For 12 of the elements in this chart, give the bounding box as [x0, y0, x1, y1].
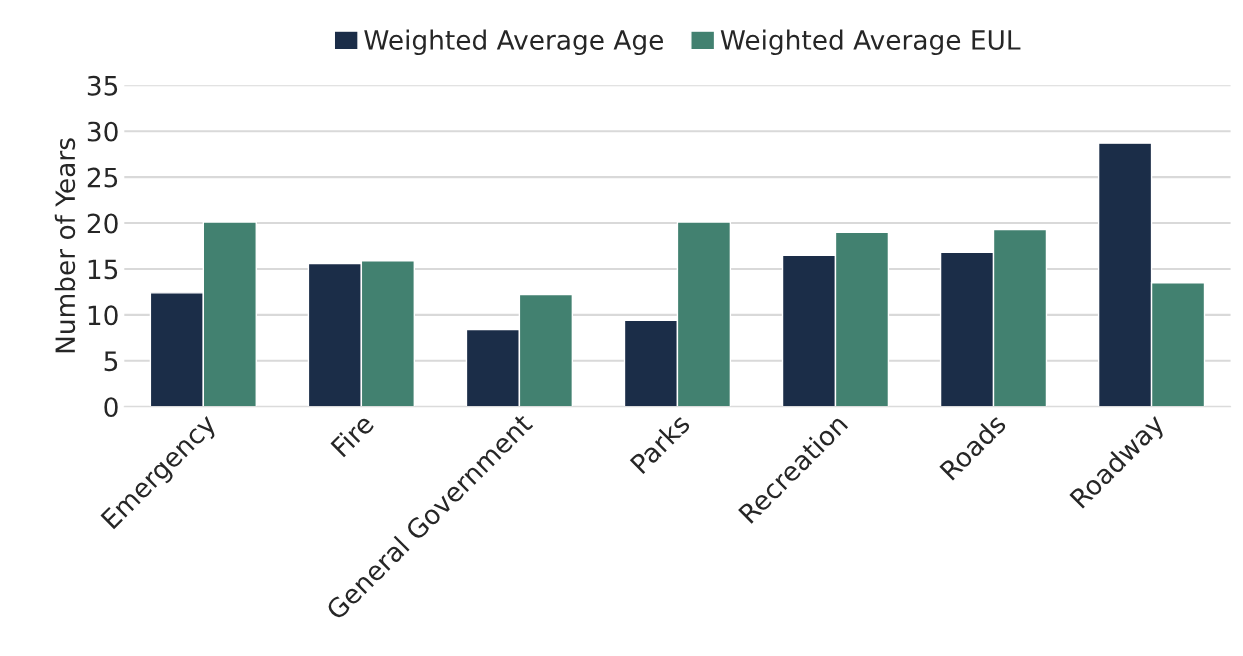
- y-axis-title: Number of Years: [54, 138, 76, 353]
- legend-label: Weighted Average Age: [364, 29, 663, 56]
- legend-label: Weighted Average EUL: [720, 29, 1021, 56]
- y-tick-label: 10: [88, 305, 118, 326]
- y-tick-label: 20: [87, 213, 118, 234]
- y-tick-label: 15: [88, 259, 118, 280]
- y-tick-label: 5: [104, 351, 118, 372]
- y-tick-label: 35: [87, 75, 118, 96]
- y-tick-label: 25: [87, 167, 118, 188]
- y-tick-label: 0: [104, 397, 118, 418]
- x-tick-label: Fire: [329, 412, 375, 458]
- y-tick-label: 30: [87, 121, 118, 142]
